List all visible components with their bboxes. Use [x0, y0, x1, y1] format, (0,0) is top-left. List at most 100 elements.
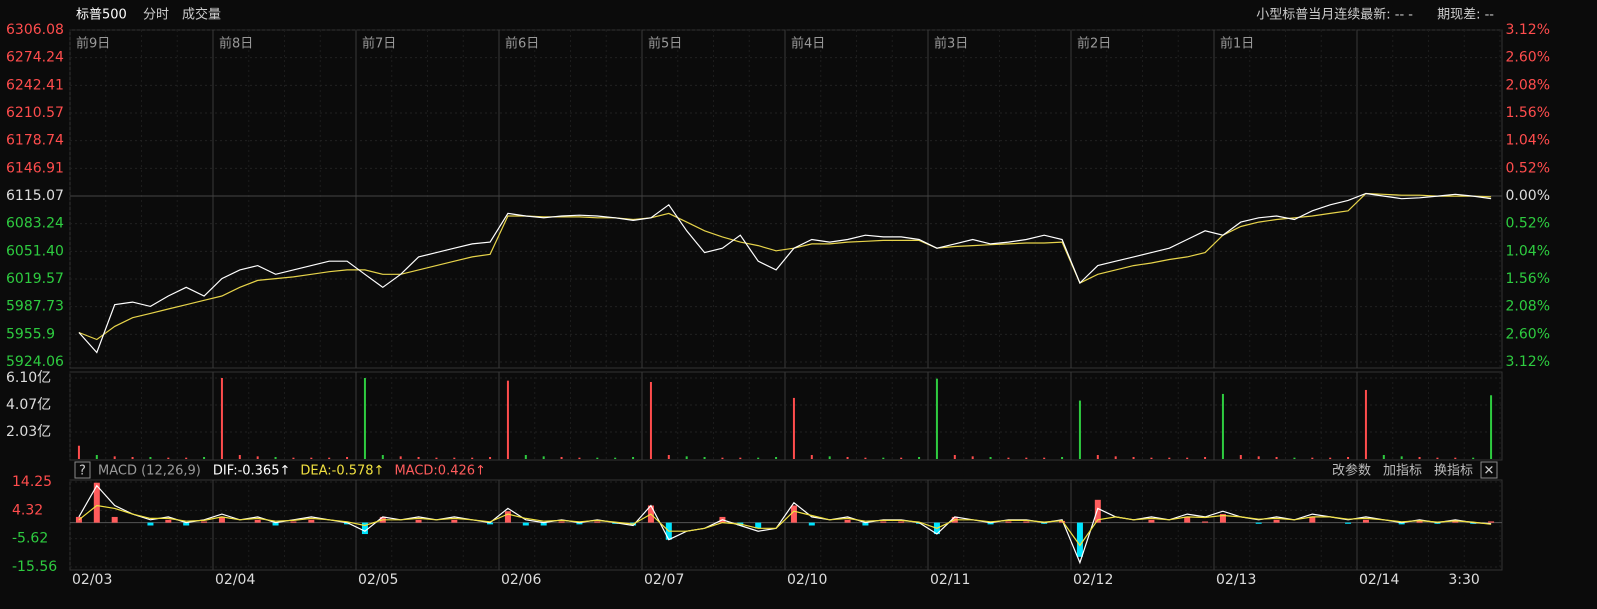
- y-tick-label: 4.32: [12, 502, 43, 518]
- y-tick-label: -15.56: [12, 559, 57, 575]
- macd-bar: [1005, 521, 1012, 523]
- volume-bar: [757, 457, 760, 459]
- volume-bar: [864, 457, 867, 459]
- macd-bar: [898, 521, 905, 523]
- y-tick-label: 5924.06: [6, 354, 64, 370]
- macd-bar: [1076, 522, 1083, 557]
- macd-bar: [451, 519, 458, 523]
- volume-bar: [113, 456, 116, 459]
- volume-bar: [1454, 457, 1457, 459]
- toolbar-button[interactable]: 改参数: [1332, 463, 1371, 479]
- volume-bar: [1400, 456, 1403, 459]
- y2-tick-label: 3.12%: [1506, 354, 1550, 370]
- volume-bar: [346, 457, 349, 459]
- period-label: 前8日: [219, 36, 253, 52]
- period-label: 前5日: [648, 36, 682, 52]
- volume-bar: [1043, 457, 1046, 459]
- volume-bar: [1436, 457, 1439, 459]
- volume-bar: [77, 445, 80, 459]
- y2-tick-label: 3.12%: [1506, 22, 1550, 38]
- macd-bar: [1202, 521, 1209, 523]
- y2-tick-label: 1.04%: [1506, 243, 1550, 259]
- y2-tick-label: 2.60%: [1506, 326, 1550, 342]
- macd-bar: [254, 519, 261, 523]
- macd-bar: [755, 522, 762, 529]
- volume-bar: [1311, 457, 1314, 459]
- volume-bar: [1096, 455, 1099, 459]
- volume-bar: [435, 457, 438, 459]
- y-tick-label: 6.10亿: [6, 370, 51, 386]
- x-tick-label: 02/13: [1216, 572, 1256, 588]
- macd-bar: [1470, 522, 1477, 524]
- macd-bar: [1255, 522, 1262, 524]
- macd-bar: [540, 522, 547, 526]
- volume-bar: [1418, 457, 1421, 459]
- x-tick-label: 02/07: [644, 572, 684, 588]
- volume-bar: [596, 457, 599, 459]
- help-box[interactable]: [74, 461, 91, 479]
- volume-bar: [220, 378, 223, 459]
- volume-bar: [1061, 457, 1064, 459]
- volume-bar: [1007, 457, 1010, 459]
- macd-bar: [201, 521, 208, 523]
- y-tick-label: -5.62: [12, 531, 48, 547]
- macd-bar: [1362, 519, 1369, 523]
- toolbar-button[interactable]: 换指标: [1434, 464, 1473, 479]
- macd-bar: [987, 522, 994, 525]
- macd-bar: [1148, 519, 1155, 523]
- y2-tick-label: 1.56%: [1506, 271, 1550, 287]
- macd-bar: [808, 522, 815, 526]
- toolbar-button[interactable]: 加指标: [1383, 464, 1422, 479]
- x-tick-label: 02/11: [930, 572, 970, 588]
- macd-bar: [344, 522, 351, 525]
- x-tick-label: 02/03: [72, 572, 112, 588]
- y-tick-label: 14.25: [12, 474, 52, 490]
- volume-bar: [1490, 395, 1493, 459]
- mode[interactable]: 分时: [143, 8, 169, 23]
- volume-bar: [417, 457, 420, 459]
- period-label: 前6日: [505, 36, 539, 52]
- close[interactable]: ✕: [1484, 464, 1495, 479]
- volume-bar: [935, 378, 938, 459]
- macd-bar: [272, 522, 279, 526]
- period-label: 前9日: [76, 36, 110, 52]
- volume-toggle[interactable]: 成交量: [182, 7, 221, 23]
- volume-bar: [256, 456, 259, 459]
- volume-bar: [1364, 389, 1367, 459]
- volume-bar: [399, 456, 402, 459]
- volume-bar: [685, 456, 688, 459]
- macd-bar: [1059, 520, 1066, 523]
- macd-bar: [165, 519, 172, 523]
- volume-frame: [69, 371, 1503, 461]
- volume-bar: [1257, 456, 1260, 459]
- volume-bar: [471, 457, 474, 459]
- volume-bar: [1132, 457, 1135, 459]
- period-label: 前1日: [1220, 36, 1254, 52]
- macd-bar: [844, 519, 851, 523]
- volume-bar: [1293, 457, 1296, 459]
- volume-bar: [167, 457, 170, 459]
- volume-bar: [310, 457, 313, 459]
- volume-bar: [1329, 457, 1332, 459]
- close-box[interactable]: [1480, 461, 1498, 479]
- y2-tick-label: 2.08%: [1506, 77, 1550, 93]
- volume-bar: [918, 457, 921, 459]
- macd-bar: [147, 522, 154, 526]
- y-tick-label: 6115.07: [6, 188, 64, 204]
- indicator-title: MACD (12,26,9): [98, 464, 201, 479]
- help[interactable]: ?: [79, 464, 86, 479]
- volume-bar: [792, 397, 795, 459]
- macd-bar: [1398, 522, 1405, 525]
- y-tick-label: 6051.40: [6, 243, 64, 259]
- period-label: 前4日: [791, 36, 825, 52]
- volume-bar: [900, 457, 903, 459]
- macd-bar: [880, 521, 887, 523]
- volume-bar: [649, 381, 652, 459]
- macd-bar: [576, 522, 583, 525]
- volume-bar: [667, 455, 670, 459]
- macd-bar: [1023, 521, 1030, 523]
- period-label: 前3日: [934, 36, 968, 52]
